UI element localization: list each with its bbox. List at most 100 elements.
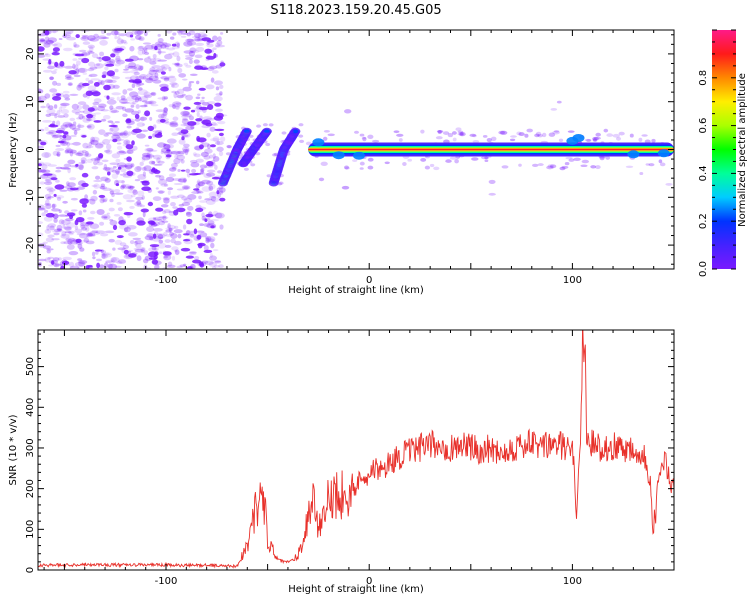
heatmap-speck: [119, 242, 127, 247]
heatmap-speck: [86, 235, 90, 238]
heatmap-speck: [163, 107, 168, 114]
heatmap-speck: [160, 183, 168, 187]
heatmap-speck: [142, 123, 146, 126]
heatmap-speck: [101, 253, 106, 259]
heatmap-speck: [159, 129, 163, 135]
heatmap-speck: [196, 189, 202, 193]
heatmap-speck: [181, 32, 189, 35]
heatmap-speck: [146, 73, 153, 78]
carrier-haze: [488, 179, 496, 184]
heatmap-speck: [212, 123, 219, 127]
streak-haze: [231, 149, 236, 153]
heatmap-speck: [100, 183, 106, 188]
heatmap-speck: [89, 66, 98, 70]
heatmap-speck: [150, 104, 159, 107]
heatmap-speck: [183, 123, 191, 127]
heatmap-speck: [199, 200, 208, 203]
heatmap-speck: [199, 67, 209, 70]
heatmap-speck: [71, 109, 81, 114]
carrier-haze: [509, 138, 516, 142]
heatmap-speck: [193, 228, 198, 235]
colorbar: 0.00.20.40.60.8 Normalized spectral ampl…: [698, 29, 748, 277]
heatmap-speck: [85, 90, 93, 97]
heatmap-speck: [120, 185, 125, 190]
heatmap-speck: [160, 76, 170, 80]
heatmap-speck: [106, 60, 114, 64]
heatmap-speck: [178, 131, 182, 135]
heatmap-speck: [167, 47, 176, 51]
heatmap-speck: [89, 223, 100, 229]
heatmap-speck: [210, 144, 216, 148]
heatmap-speck: [114, 30, 119, 36]
heatmap-speck: [88, 141, 93, 147]
heatmap-speck: [111, 131, 121, 137]
heatmap-speck: [152, 79, 162, 84]
heatmap-speck: [53, 228, 63, 232]
heatmap-speck: [185, 255, 194, 259]
heatmap-speck: [38, 168, 47, 173]
heatmap-speck: [44, 179, 51, 182]
streak-haze: [219, 179, 225, 183]
heatmap-speck: [134, 96, 140, 103]
streak-haze: [234, 147, 240, 152]
heatmap-speck: [101, 215, 108, 219]
heatmap-speck: [42, 58, 52, 61]
heatmap-speck: [136, 202, 143, 208]
heatmap-speck: [189, 173, 199, 176]
heatmap-speck: [96, 209, 105, 215]
heatmap-speck: [70, 240, 79, 245]
heatmap-speck: [77, 243, 83, 249]
heatmap-speck: [125, 140, 129, 145]
heatmap-speck: [120, 168, 127, 173]
heatmap-speck: [183, 41, 193, 47]
heatmap-speck: [85, 226, 90, 232]
heatmap-speck: [129, 45, 135, 52]
heatmap-speck: [75, 163, 79, 167]
heatmap-speck: [82, 82, 90, 87]
heatmap-speck: [200, 169, 204, 175]
heatmap-speck: [152, 218, 162, 222]
heatmap-speck: [190, 50, 200, 53]
heatmap-speck: [52, 120, 56, 125]
heatmap-speck: [46, 197, 52, 201]
heatmap-speck: [158, 49, 162, 55]
streak-haze: [282, 139, 288, 143]
heatmap-speck: [167, 190, 171, 196]
streak-haze: [243, 151, 249, 155]
heatmap-speck: [74, 261, 85, 267]
heatmap-speck: [114, 58, 122, 63]
heatmap-speck: [83, 153, 92, 158]
streak-haze: [252, 138, 258, 142]
heatmap-speck: [158, 190, 164, 194]
heatmap-speck: [204, 198, 213, 201]
heatmap-speck: [116, 201, 122, 205]
heatmap-speck: [99, 39, 108, 46]
heatmap-speck: [94, 232, 101, 235]
heatmap-speck: [174, 240, 182, 246]
heatmap-speck: [59, 60, 65, 67]
heatmap-speck: [170, 36, 175, 40]
heatmap-speck: [160, 86, 169, 92]
heatmap-speck: [193, 188, 200, 191]
heatmap-speck: [59, 166, 70, 169]
heatmap-speck: [163, 144, 171, 150]
heatmap-speck: [149, 67, 156, 72]
heatmap-speck: [184, 149, 189, 156]
heatmap-speck: [177, 67, 183, 74]
heatmap-speck: [182, 146, 190, 152]
streak-haze: [238, 153, 244, 157]
heatmap-speck: [42, 245, 52, 249]
heatmap-speck: [63, 241, 72, 245]
heatmap-speck: [155, 187, 159, 190]
heatmap-speck: [195, 96, 201, 100]
heatmap-speck: [107, 263, 113, 269]
heatmap-speck: [55, 195, 65, 199]
heatmap-speck: [154, 72, 159, 79]
carrier-wiggle: [627, 150, 640, 159]
streak-haze: [265, 132, 270, 136]
carrier-haze: [559, 166, 566, 171]
carrier-haze: [565, 156, 573, 160]
heatmap-speck: [138, 97, 142, 102]
heatmap-speck: [207, 169, 216, 173]
heatmap-speck: [61, 138, 67, 145]
